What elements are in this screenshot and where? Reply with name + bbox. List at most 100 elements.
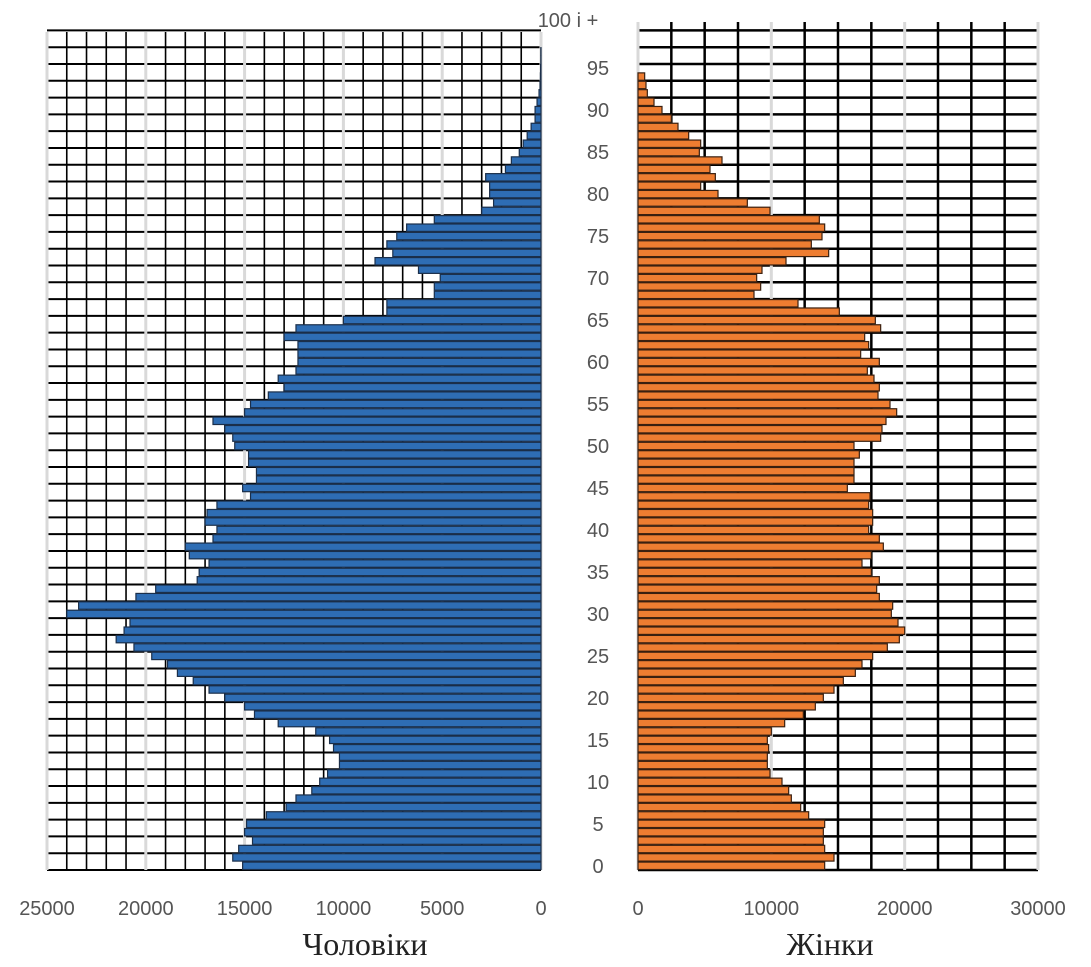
women-bar-age-66: [637, 307, 840, 316]
age-tick-label: 35: [587, 562, 609, 584]
men-bar-age-29: [129, 618, 542, 627]
women-bar-age-63: [637, 332, 866, 342]
women-bar-age-59: [637, 366, 868, 375]
men-bar-age-68: [433, 290, 542, 300]
women-bar-age-86: [637, 139, 702, 149]
women-bar-age-31: [637, 601, 894, 610]
men-bar-age-50: [234, 441, 542, 451]
men-bar-age-94: [539, 72, 542, 81]
women-bar-age-55: [637, 399, 891, 409]
men-bar-age-47: [255, 466, 542, 476]
women-bar-age-43: [637, 500, 870, 510]
men-bar-age-64: [295, 324, 542, 333]
women-bar-age-20: [637, 693, 824, 703]
women-bar-age-15: [637, 735, 768, 745]
women-bar-age-75: [637, 231, 823, 241]
women-bar-age-39: [637, 534, 880, 543]
men-bar-age-35: [198, 567, 542, 577]
age-tick-label: 30: [587, 604, 609, 626]
age-tick-label: 90: [587, 100, 609, 122]
men-bar-age-74: [386, 240, 542, 249]
women-bar-age-35: [637, 567, 872, 577]
women-bar-age-80: [637, 189, 719, 199]
men-panel-title: Чоловіки: [302, 926, 427, 962]
women-bar-age-6: [637, 811, 810, 820]
age-tick-label: 85: [587, 142, 609, 164]
women-bar-age-57: [637, 382, 880, 392]
women-bar-age-1: [637, 853, 835, 862]
women-bar-age-76: [637, 223, 826, 233]
women-bar-age-14: [637, 743, 770, 753]
women-bar-age-17: [637, 718, 786, 728]
men-bar-age-49: [247, 450, 542, 459]
women-bar-age-93: [637, 80, 647, 90]
men-bar-age-71: [417, 265, 542, 274]
age-tick-label: 15: [587, 730, 609, 752]
women-bar-age-58: [637, 374, 875, 384]
men-x-tick-label: 20000: [118, 898, 174, 920]
men-bar-age-44: [249, 492, 542, 501]
age-tick-label: 55: [587, 394, 609, 416]
women-bar-age-90: [637, 105, 663, 115]
women-bar-age-51: [637, 433, 882, 442]
women-bar-age-22: [637, 676, 844, 686]
men-bar-age-54: [244, 408, 542, 417]
men-bar-age-81: [489, 181, 542, 191]
men-x-tick-label: 15000: [217, 898, 273, 920]
men-bar-age-76: [406, 223, 542, 233]
men-bar-age-52: [224, 424, 542, 434]
men-bars: [66, 47, 542, 871]
men-bar-age-40: [216, 525, 542, 535]
women-bar-age-84: [637, 156, 723, 165]
men-bar-age-42: [206, 508, 542, 518]
women-x-tick-label: 10000: [744, 898, 800, 920]
men-bar-age-26: [133, 643, 542, 652]
men-bar-age-75: [396, 231, 542, 241]
women-bar-age-28: [637, 626, 906, 636]
men-bar-age-24: [166, 659, 542, 669]
men-bar-age-72: [374, 256, 542, 266]
women-bar-age-7: [637, 802, 802, 812]
men-bar-age-6: [265, 811, 542, 820]
men-bar-age-85: [518, 147, 542, 157]
men-bar-age-93: [539, 80, 542, 90]
age-tick-label: 25: [587, 646, 609, 668]
women-bar-age-89: [637, 114, 672, 123]
age-tick-label: 60: [587, 352, 609, 374]
men-bar-age-91: [536, 97, 542, 107]
men-bar-age-92: [538, 89, 542, 98]
women-bar-age-41: [637, 517, 874, 526]
men-bar-age-5: [245, 819, 542, 829]
men-bar-age-90: [534, 105, 542, 115]
men-bar-age-27: [115, 634, 542, 644]
women-bar-age-45: [637, 483, 848, 493]
age-tick-label: 5: [592, 814, 603, 836]
women-bar-age-47: [637, 466, 855, 476]
men-bar-age-8: [295, 794, 542, 803]
women-bar-age-67: [637, 298, 799, 308]
women-bar-age-19: [637, 701, 816, 711]
age-tick-label: 95: [587, 58, 609, 80]
men-bar-age-18: [253, 710, 542, 719]
men-bar-age-69: [433, 282, 542, 291]
women-bar-age-25: [637, 651, 874, 661]
women-bar-age-52: [637, 424, 883, 434]
women-bar-age-23: [637, 668, 856, 677]
men-bar-age-89: [534, 114, 542, 123]
women-bar-age-70: [637, 273, 758, 283]
men-bar-age-37: [188, 550, 542, 560]
women-bar-age-64: [637, 324, 882, 333]
men-bar-age-57: [283, 382, 542, 392]
women-bars: [637, 72, 906, 871]
men-x-axis: 25000 20000 15000 10000 5000 0: [19, 898, 546, 920]
women-x-tick-label: 0: [632, 898, 643, 920]
men-bar-age-38: [184, 542, 542, 552]
men-bar-age-62: [297, 340, 542, 350]
age-tick-label: 70: [587, 268, 609, 290]
women-bar-age-26: [637, 643, 888, 652]
age-tick-label: 80: [587, 184, 609, 206]
men-bar-age-14: [332, 743, 542, 753]
men-bar-age-78: [481, 206, 542, 216]
men-bar-age-13: [338, 752, 542, 761]
